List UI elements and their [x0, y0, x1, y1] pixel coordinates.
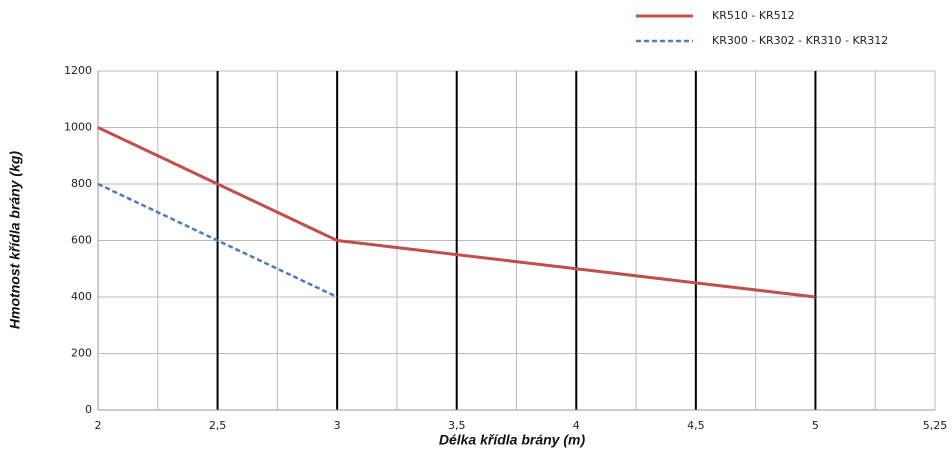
y-tick-label: 800: [71, 177, 92, 190]
legend-label: KR510 - KR512: [712, 9, 795, 22]
y-tick-label: 400: [71, 290, 92, 303]
legend-label: KR300 - KR302 - KR310 - KR312: [712, 34, 888, 47]
y-tick-label: 1000: [64, 121, 92, 134]
y-tick-label: 0: [85, 403, 92, 416]
x-tick-label: 4,5: [687, 419, 705, 432]
y-tick-label: 1200: [64, 64, 92, 77]
y-tick-label: 200: [71, 347, 92, 360]
x-tick-label: 3,5: [448, 419, 466, 432]
x-tick-label: 4: [573, 419, 580, 432]
x-tick-label: 5,25: [923, 419, 948, 432]
series-line: [97, 182, 338, 299]
y-axis-title: Hmotnost křídla brány (kg): [7, 151, 23, 329]
y-tick-label: 600: [71, 234, 92, 247]
x-tick-label: 5: [812, 419, 819, 432]
x-tick-label: 2,5: [209, 419, 227, 432]
series-line: [97, 126, 816, 299]
x-tick-label: 2: [95, 419, 102, 432]
x-axis-title: Délka křídla brány (m): [439, 432, 586, 448]
x-tick-label: 3: [334, 419, 341, 432]
